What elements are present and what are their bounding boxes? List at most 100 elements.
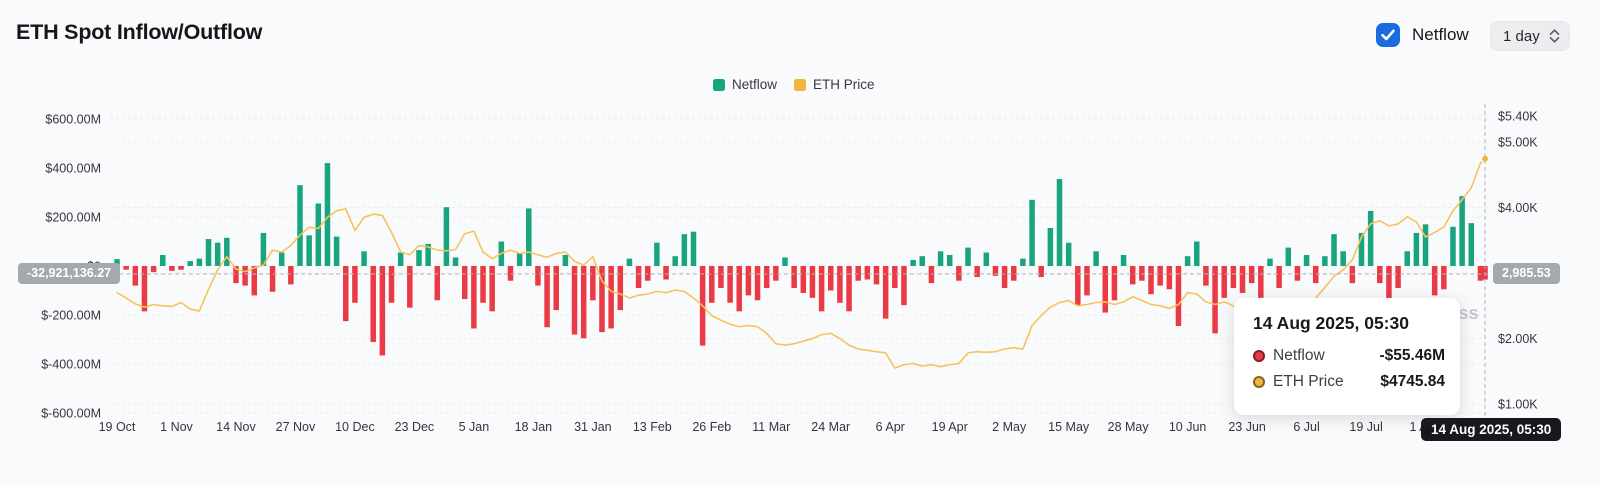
netflow-bar[interactable] bbox=[461, 266, 468, 300]
netflow-bar[interactable] bbox=[910, 259, 916, 266]
netflow-bar[interactable] bbox=[745, 266, 752, 296]
netflow-bar[interactable] bbox=[278, 252, 285, 266]
netflow-bar[interactable] bbox=[434, 266, 441, 301]
netflow-bar[interactable] bbox=[809, 266, 816, 298]
netflow-bar[interactable] bbox=[288, 266, 294, 285]
netflow-bar[interactable] bbox=[507, 266, 514, 281]
netflow-bar[interactable] bbox=[1230, 266, 1237, 289]
netflow-bar[interactable] bbox=[754, 266, 761, 301]
netflow-bar[interactable] bbox=[480, 266, 486, 303]
netflow-bar[interactable] bbox=[269, 266, 276, 292]
netflow-bar[interactable] bbox=[1422, 224, 1429, 266]
netflow-bar[interactable] bbox=[873, 266, 880, 285]
netflow-bar[interactable] bbox=[352, 266, 358, 303]
netflow-bar[interactable] bbox=[297, 185, 303, 266]
netflow-bar[interactable] bbox=[516, 252, 523, 266]
netflow-bar[interactable] bbox=[901, 266, 907, 306]
netflow-bar[interactable] bbox=[1340, 251, 1346, 266]
interval-select[interactable]: 1 day bbox=[1490, 21, 1570, 51]
netflow-bar[interactable] bbox=[526, 208, 532, 266]
netflow-bar[interactable] bbox=[242, 266, 248, 286]
netflow-bar[interactable] bbox=[1184, 256, 1191, 266]
netflow-bar[interactable] bbox=[635, 266, 642, 289]
netflow-bar[interactable] bbox=[956, 266, 962, 281]
netflow-bar[interactable] bbox=[1331, 234, 1337, 266]
netflow-bar[interactable] bbox=[1065, 242, 1072, 266]
netflow-bar[interactable] bbox=[736, 266, 742, 312]
netflow-bar[interactable] bbox=[1349, 266, 1356, 284]
netflow-bar[interactable] bbox=[114, 259, 120, 266]
netflow-bar[interactable] bbox=[1294, 266, 1301, 281]
netflow-bar[interactable] bbox=[937, 251, 944, 266]
netflow-bar[interactable] bbox=[1413, 232, 1420, 266]
netflow-bar[interactable] bbox=[892, 266, 898, 289]
netflow-bar[interactable] bbox=[1386, 266, 1392, 304]
netflow-bar[interactable] bbox=[974, 266, 980, 278]
netflow-bar[interactable] bbox=[535, 266, 541, 286]
netflow-bar[interactable] bbox=[1148, 266, 1154, 295]
netflow-bar[interactable] bbox=[196, 258, 203, 266]
netflow-bar[interactable] bbox=[818, 266, 825, 312]
netflow-bar[interactable] bbox=[1120, 254, 1127, 266]
netflow-bar[interactable] bbox=[1102, 266, 1109, 313]
netflow-bar[interactable] bbox=[608, 266, 614, 329]
netflow-bar[interactable] bbox=[1468, 223, 1475, 266]
netflow-bar[interactable] bbox=[562, 254, 569, 266]
netflow-bar[interactable] bbox=[132, 266, 139, 286]
netflow-bar[interactable] bbox=[1312, 266, 1319, 284]
netflow-bar[interactable] bbox=[471, 266, 477, 329]
netflow-bar[interactable] bbox=[590, 266, 596, 301]
netflow-bar[interactable] bbox=[1358, 232, 1365, 266]
netflow-bar[interactable] bbox=[727, 266, 733, 303]
netflow-bar[interactable] bbox=[681, 234, 688, 266]
netflow-bar[interactable] bbox=[379, 266, 386, 356]
legend-item-netflow[interactable]: Netflow bbox=[713, 77, 777, 92]
netflow-bar[interactable] bbox=[178, 266, 184, 270]
netflow-bar[interactable] bbox=[1404, 251, 1410, 266]
netflow-bar[interactable] bbox=[443, 207, 450, 266]
netflow-bar[interactable] bbox=[690, 231, 697, 266]
netflow-bar[interactable] bbox=[169, 266, 175, 271]
netflow-bar[interactable] bbox=[123, 266, 129, 270]
netflow-bar[interactable] bbox=[416, 250, 422, 266]
netflow-bar[interactable] bbox=[1431, 266, 1438, 296]
netflow-bar[interactable] bbox=[864, 266, 871, 280]
netflow-bar[interactable] bbox=[1276, 266, 1282, 289]
netflow-bar[interactable] bbox=[1047, 228, 1054, 266]
netflow-bar[interactable] bbox=[324, 163, 331, 266]
netflow-bar[interactable] bbox=[1459, 196, 1465, 266]
netflow-bar[interactable] bbox=[1377, 266, 1383, 284]
netflow-bar[interactable] bbox=[709, 266, 715, 303]
netflow-bar[interactable] bbox=[571, 266, 578, 335]
netflow-bar[interactable] bbox=[773, 266, 779, 281]
netflow-bar[interactable] bbox=[1450, 226, 1456, 266]
netflow-bar[interactable] bbox=[1129, 266, 1136, 285]
netflow-bar[interactable] bbox=[617, 266, 624, 311]
netflow-bar[interactable] bbox=[489, 266, 495, 312]
netflow-bar[interactable] bbox=[1056, 179, 1063, 266]
netflow-bar[interactable] bbox=[965, 247, 971, 266]
netflow-bar[interactable] bbox=[1248, 266, 1255, 284]
netflow-bar[interactable] bbox=[1221, 266, 1227, 298]
netflow-bar[interactable] bbox=[791, 266, 797, 289]
netflow-bar[interactable] bbox=[187, 261, 193, 266]
netflow-bar[interactable] bbox=[233, 266, 239, 284]
netflow-bar[interactable] bbox=[1029, 199, 1035, 266]
netflow-bar[interactable] bbox=[224, 237, 230, 266]
netflow-bar[interactable] bbox=[361, 251, 367, 266]
netflow-bar[interactable] bbox=[425, 243, 431, 266]
netflow-bar[interactable] bbox=[397, 252, 404, 266]
netflow-bar[interactable] bbox=[782, 257, 788, 266]
netflow-bar[interactable] bbox=[1303, 254, 1310, 266]
netflow-bar[interactable] bbox=[1157, 266, 1163, 286]
netflow-bar[interactable] bbox=[452, 257, 459, 266]
netflow-bar[interactable] bbox=[251, 266, 258, 296]
netflow-bar[interactable] bbox=[580, 266, 587, 339]
netflow-bar[interactable] bbox=[992, 266, 999, 276]
netflow-bar[interactable] bbox=[306, 235, 312, 266]
netflow-checkbox[interactable] bbox=[1376, 23, 1400, 47]
netflow-bar[interactable] bbox=[1175, 266, 1182, 327]
netflow-bar[interactable] bbox=[837, 266, 843, 303]
netflow-bar[interactable] bbox=[1093, 251, 1099, 266]
netflow-bar[interactable] bbox=[626, 258, 633, 266]
